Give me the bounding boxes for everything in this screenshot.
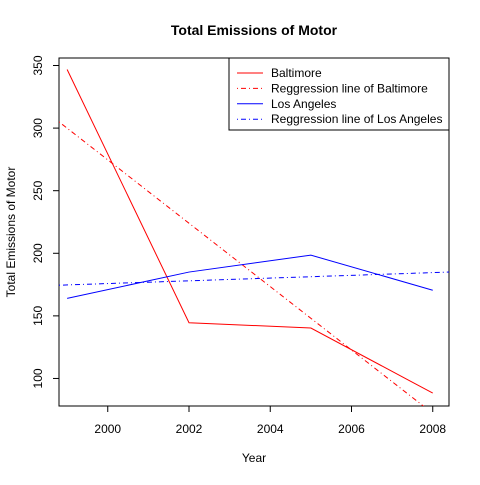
y-axis-tick-label: 300 bbox=[31, 118, 45, 138]
y-axis-label: Total Emissions of Motor bbox=[4, 167, 18, 298]
series-line-0 bbox=[66, 69, 433, 394]
legend-label: Baltimore bbox=[271, 66, 322, 80]
y-axis-tick-label: 100 bbox=[31, 368, 45, 388]
legend-box bbox=[228, 57, 450, 131]
x-axis-tick-label: 2000 bbox=[94, 422, 121, 436]
x-axis: 2000 2002 2004 2006 2008 bbox=[94, 406, 446, 436]
x-axis-tick-label: 2006 bbox=[338, 422, 365, 436]
x-axis-tick-label: 2008 bbox=[419, 422, 446, 436]
chart-title: Total Emissions of Motor bbox=[171, 22, 338, 38]
y-axis-tick-label: 350 bbox=[31, 55, 45, 75]
series-line-3 bbox=[59, 271, 449, 286]
y-axis-tick-label: 150 bbox=[31, 306, 45, 326]
series-layer bbox=[59, 69, 449, 406]
x-axis-label: Year bbox=[242, 451, 266, 465]
legend-label: Los Angeles bbox=[271, 97, 336, 111]
series-line-1 bbox=[59, 121, 425, 406]
y-axis-tick-label: 250 bbox=[31, 180, 45, 200]
legend-label: Reggression line of Baltimore bbox=[271, 81, 428, 95]
y-axis-tick-label: 200 bbox=[31, 243, 45, 263]
x-axis-tick-label: 2002 bbox=[176, 422, 203, 436]
y-axis: 100 150 200 250 300 350 bbox=[31, 55, 59, 388]
legend-label: Reggression line of Los Angeles bbox=[271, 112, 442, 126]
series-line-2 bbox=[67, 254, 433, 299]
x-axis-tick-label: 2004 bbox=[257, 422, 284, 436]
